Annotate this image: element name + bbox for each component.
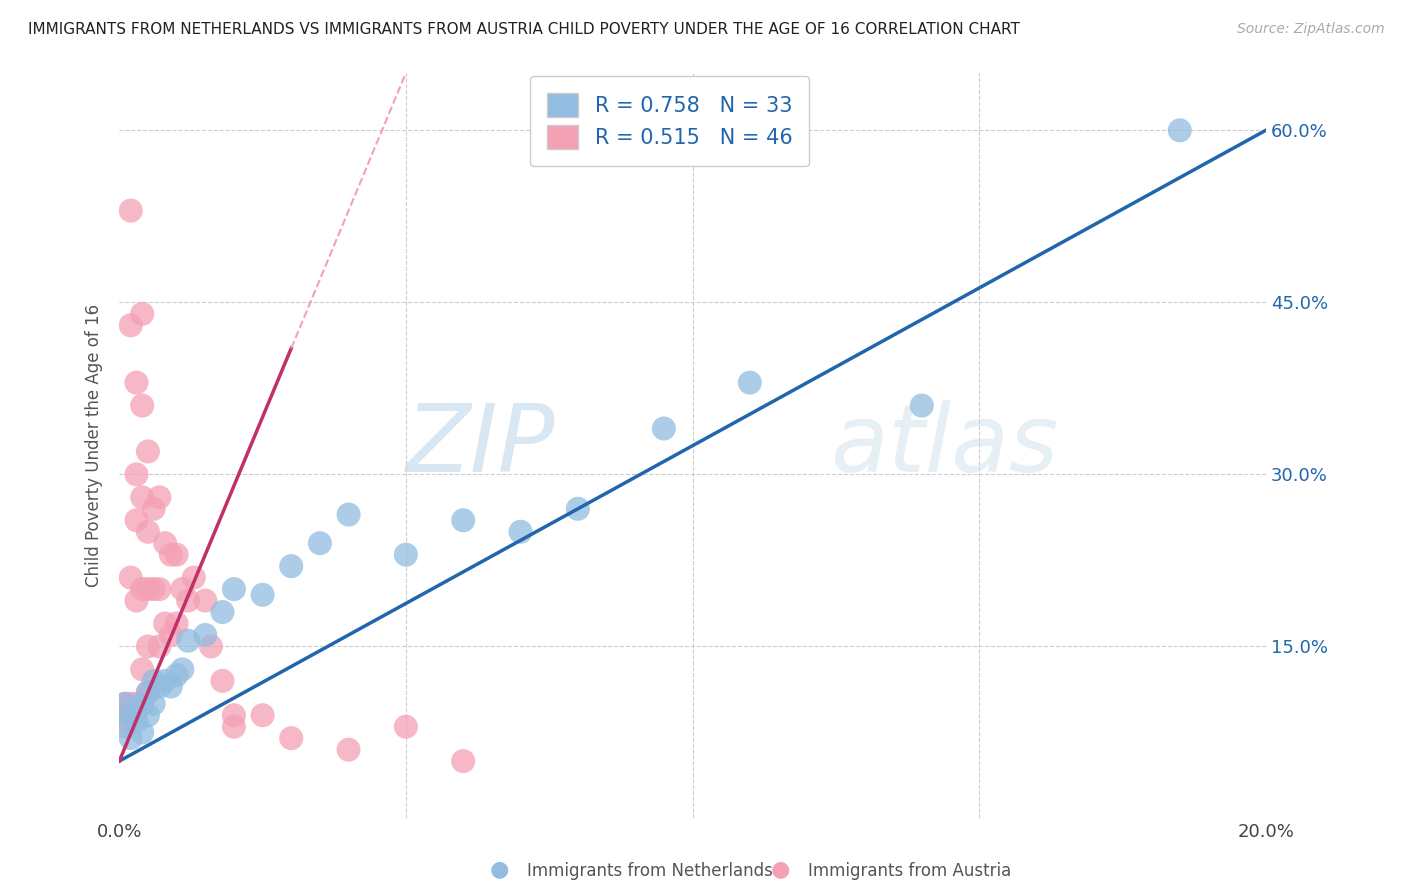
- Point: [136, 444, 159, 458]
- Text: atlas: atlas: [830, 401, 1059, 491]
- Point: [131, 399, 153, 413]
- Point: [509, 524, 531, 539]
- Point: [194, 628, 217, 642]
- Text: Source: ZipAtlas.com: Source: ZipAtlas.com: [1237, 22, 1385, 37]
- Point: [131, 662, 153, 676]
- Point: [114, 708, 136, 723]
- Point: [142, 501, 165, 516]
- Point: [114, 720, 136, 734]
- Point: [911, 399, 934, 413]
- Point: [131, 697, 153, 711]
- Text: ●: ●: [489, 859, 509, 879]
- Text: Immigrants from Netherlands: Immigrants from Netherlands: [527, 862, 773, 880]
- Point: [136, 524, 159, 539]
- Point: [337, 742, 360, 756]
- Text: ZIP: ZIP: [405, 401, 555, 491]
- Point: [252, 708, 274, 723]
- Point: [120, 708, 142, 723]
- Text: Immigrants from Austria: Immigrants from Austria: [808, 862, 1012, 880]
- Point: [337, 508, 360, 522]
- Point: [160, 680, 183, 694]
- Point: [125, 702, 148, 716]
- Point: [451, 513, 474, 527]
- Text: ●: ●: [770, 859, 790, 879]
- Legend: R = 0.758   N = 33, R = 0.515   N = 46: R = 0.758 N = 33, R = 0.515 N = 46: [530, 76, 808, 166]
- Point: [131, 491, 153, 505]
- Point: [125, 714, 148, 728]
- Point: [172, 662, 194, 676]
- Point: [114, 697, 136, 711]
- Point: [280, 731, 302, 746]
- Point: [166, 616, 188, 631]
- Point: [222, 708, 245, 723]
- Point: [200, 640, 222, 654]
- Point: [183, 571, 205, 585]
- Point: [160, 548, 183, 562]
- Text: IMMIGRANTS FROM NETHERLANDS VS IMMIGRANTS FROM AUSTRIA CHILD POVERTY UNDER THE A: IMMIGRANTS FROM NETHERLANDS VS IMMIGRANT…: [28, 22, 1019, 37]
- Point: [172, 582, 194, 596]
- Point: [114, 714, 136, 728]
- Point: [125, 467, 148, 482]
- Point: [125, 697, 148, 711]
- Point: [222, 582, 245, 596]
- Point: [120, 571, 142, 585]
- Point: [120, 697, 142, 711]
- Point: [211, 605, 233, 619]
- Point: [142, 673, 165, 688]
- Point: [131, 582, 153, 596]
- Point: [166, 668, 188, 682]
- Point: [309, 536, 332, 550]
- Point: [222, 720, 245, 734]
- Point: [166, 548, 188, 562]
- Point: [148, 491, 170, 505]
- Point: [160, 628, 183, 642]
- Point: [395, 548, 418, 562]
- Point: [148, 582, 170, 596]
- Point: [136, 708, 159, 723]
- Point: [125, 513, 148, 527]
- Point: [194, 593, 217, 607]
- Point: [153, 536, 176, 550]
- Point: [177, 633, 200, 648]
- Point: [177, 593, 200, 607]
- Point: [153, 616, 176, 631]
- Point: [451, 754, 474, 768]
- Point: [652, 421, 675, 435]
- Point: [280, 559, 302, 574]
- Point: [252, 588, 274, 602]
- Point: [738, 376, 761, 390]
- Point: [136, 582, 159, 596]
- Point: [125, 376, 148, 390]
- Point: [136, 685, 159, 699]
- Point: [142, 697, 165, 711]
- Point: [125, 593, 148, 607]
- Point: [114, 697, 136, 711]
- Point: [567, 501, 589, 516]
- Point: [136, 685, 159, 699]
- Point: [120, 731, 142, 746]
- Point: [148, 640, 170, 654]
- Point: [148, 680, 170, 694]
- Point: [131, 725, 153, 739]
- Point: [395, 720, 418, 734]
- Point: [120, 318, 142, 333]
- Point: [211, 673, 233, 688]
- Point: [131, 307, 153, 321]
- Point: [142, 582, 165, 596]
- Y-axis label: Child Poverty Under the Age of 16: Child Poverty Under the Age of 16: [86, 304, 103, 587]
- Point: [153, 673, 176, 688]
- Point: [1168, 123, 1191, 137]
- Point: [120, 203, 142, 218]
- Point: [136, 640, 159, 654]
